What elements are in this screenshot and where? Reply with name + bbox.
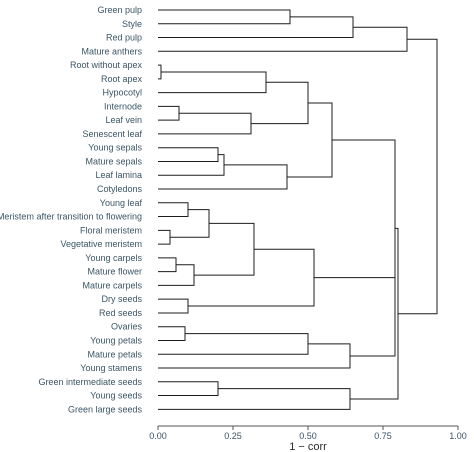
leaf-label-root-without-apex: Root without apex bbox=[70, 60, 143, 70]
leaf-label-mature-carpels: Mature carpels bbox=[82, 280, 142, 290]
x-tick-label: 1.00 bbox=[449, 431, 467, 441]
merge-link bbox=[158, 112, 252, 135]
leaf-label-mature-petals: Mature petals bbox=[87, 349, 142, 359]
x-axis: 0.00 0.25 0.50 0.75 1.00 1 − corr bbox=[149, 425, 467, 452]
merge-link bbox=[158, 202, 189, 218]
leaf-label-senescent-leaf: Senescent leaf bbox=[82, 129, 142, 139]
merge-link bbox=[158, 105, 180, 121]
leaf-label-mature-flower: Mature flower bbox=[87, 267, 142, 277]
merge-link bbox=[158, 154, 225, 176]
leaf-label-red-seeds: Red seeds bbox=[99, 308, 143, 318]
x-axis-ticks: 0.00 0.25 0.50 0.75 1.00 bbox=[149, 426, 467, 441]
leaf-label-style: Style bbox=[122, 19, 142, 29]
merge-link bbox=[158, 326, 186, 341]
merge-link bbox=[188, 248, 315, 307]
merge-link bbox=[158, 164, 288, 190]
merge-link bbox=[251, 81, 309, 125]
leaf-label-meristem-after-transition-to-flowering: Meristem after transition to flowering bbox=[0, 212, 142, 222]
leaf-label-red-pulp: Red pulp bbox=[106, 33, 142, 43]
merge-link bbox=[398, 38, 438, 315]
leaf-label-root-apex: Root apex bbox=[101, 74, 143, 84]
merge-link bbox=[158, 9, 291, 25]
leaf-label-hypocotyl: Hypocotyl bbox=[102, 88, 142, 98]
x-tick-label: 0.75 bbox=[374, 431, 392, 441]
dendrogram-tree bbox=[158, 9, 438, 410]
leaf-label-dry-seeds: Dry seeds bbox=[101, 294, 142, 304]
merge-link bbox=[158, 64, 162, 80]
merge-link bbox=[158, 26, 408, 52]
leaf-label-green-intermediate-seeds: Green intermediate seeds bbox=[38, 377, 142, 387]
leaf-label-vegetative-meristem: Vegetative meristem bbox=[60, 239, 142, 249]
leaf-label-mature-sepals: Mature sepals bbox=[85, 156, 142, 166]
x-tick-label: 0.50 bbox=[299, 431, 317, 441]
merge-link bbox=[158, 229, 171, 245]
merge-link bbox=[158, 71, 267, 94]
leaf-label-green-pulp: Green pulp bbox=[97, 5, 142, 15]
leaf-label-green-large-seeds: Green large seeds bbox=[68, 404, 143, 414]
merge-link bbox=[332, 139, 396, 317]
x-tick-label: 0.00 bbox=[149, 431, 167, 441]
merge-link bbox=[194, 222, 255, 276]
merge-link bbox=[158, 343, 351, 369]
leaf-label-young-carpels: Young carpels bbox=[85, 253, 142, 263]
leaf-label-cotyledons: Cotyledons bbox=[97, 184, 143, 194]
merge-link bbox=[158, 381, 219, 397]
merge-link bbox=[158, 147, 219, 162]
x-tick-label: 0.25 bbox=[224, 431, 242, 441]
leaf-label-internode: Internode bbox=[104, 101, 142, 111]
leaf-label-leaf-vein: Leaf vein bbox=[105, 115, 142, 125]
merge-link bbox=[287, 102, 333, 178]
leaf-label-floral-meristem: Floral meristem bbox=[80, 225, 142, 235]
merge-link bbox=[158, 333, 309, 355]
leaf-label-young-seeds: Young seeds bbox=[90, 391, 142, 401]
leaf-label-young-sepals: Young sepals bbox=[88, 143, 142, 153]
merge-link bbox=[350, 227, 399, 400]
leaf-label-mature-anthers: Mature anthers bbox=[81, 46, 142, 56]
x-axis-title: 1 − corr bbox=[289, 441, 327, 452]
merge-link bbox=[158, 388, 351, 410]
leaf-label-leaf-lamina: Leaf lamina bbox=[95, 170, 142, 180]
merge-link bbox=[158, 257, 177, 273]
merge-link bbox=[158, 16, 354, 39]
merge-link bbox=[170, 209, 210, 238]
leaf-labels: Green pulp Style Red pulp Mature anthers Roo… bbox=[0, 5, 142, 414]
leaf-label-young-petals: Young petals bbox=[90, 335, 142, 345]
leaf-label-young-leaf: Young leaf bbox=[100, 198, 143, 208]
leaf-label-young-stamens: Young stamens bbox=[80, 363, 142, 373]
merge-link bbox=[158, 298, 189, 314]
leaf-label-ovaries: Ovaries bbox=[111, 322, 143, 332]
